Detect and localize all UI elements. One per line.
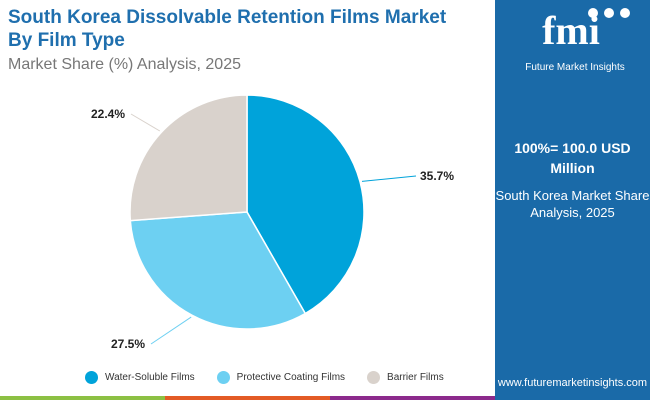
leader-line	[361, 175, 417, 182]
leader-line	[130, 113, 161, 132]
info-panel: fmi Future Market Insights 100%= 100.0 U…	[495, 0, 650, 400]
leader-line	[150, 316, 192, 345]
chart-title: South Korea Dissolvable Retention Films …	[8, 6, 446, 52]
pie-chart: 35.7% 27.5% 22.4%	[91, 94, 454, 351]
legend-label: Water-Soluble Films	[105, 372, 195, 383]
panel-description: South Korea Market Share Analysis, 2025	[495, 188, 650, 220]
pie-slice	[246, 94, 365, 315]
footer-bar-purple	[330, 396, 495, 400]
pie-slice	[129, 211, 307, 330]
legend-item: Water-Soluble Films	[85, 371, 195, 384]
legend-item: Barrier Films	[367, 371, 444, 384]
legend: Water-Soluble Films Protective Coating F…	[85, 371, 444, 384]
globe-icon	[604, 8, 614, 18]
legend-label: Protective Coating Films	[236, 372, 346, 383]
globe-icon	[620, 8, 630, 18]
legend-label: Barrier Films	[387, 372, 444, 383]
logo-subtext: Future Market Insights	[525, 62, 624, 73]
legend-item: Protective Coating Films	[216, 371, 346, 384]
globe-icon	[588, 8, 598, 18]
title-line-2: By Film Type	[8, 30, 125, 51]
website-link[interactable]: www.futuremarketinsights.com	[497, 377, 648, 389]
footer-bar-orange	[165, 396, 330, 400]
legend-swatch	[85, 371, 98, 384]
total-value: 100%= 100.0 USD Million	[514, 140, 631, 176]
legend-swatch	[216, 371, 230, 384]
data-label: 27.5%	[111, 337, 145, 351]
legend-swatch	[367, 371, 381, 384]
chart-subtitle: Market Share (%) Analysis, 2025	[8, 56, 241, 73]
pie-slice	[129, 94, 248, 222]
data-label: 22.4%	[91, 107, 125, 121]
data-label: 35.7%	[420, 169, 454, 183]
fmi-logo: fmi Future Market Insights	[525, 8, 630, 73]
title-line-1: South Korea Dissolvable Retention Films …	[8, 7, 447, 28]
footer-bar-green	[0, 396, 165, 400]
